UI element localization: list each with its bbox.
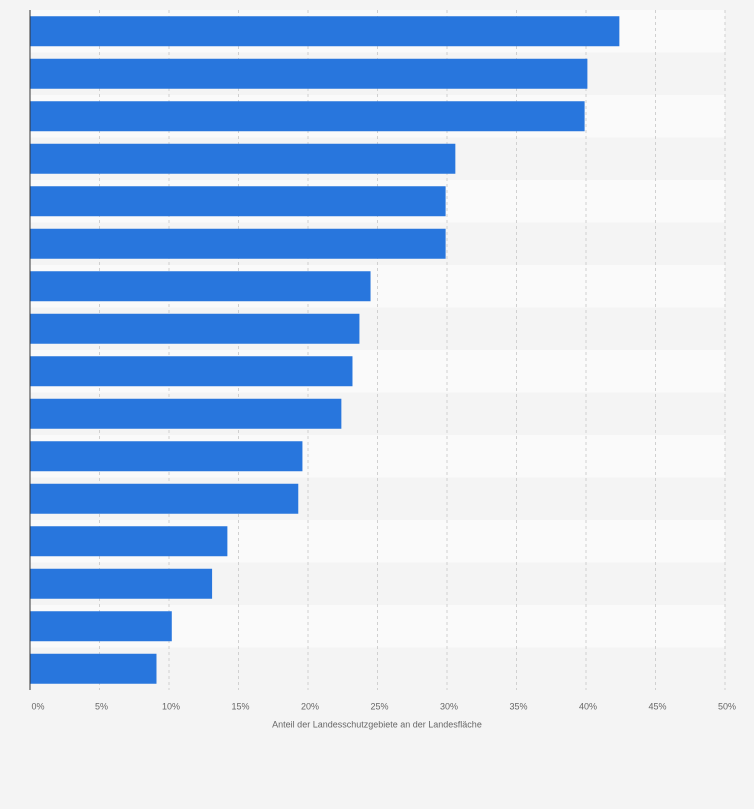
x-axis-label: Anteil der Landesschutzgebiete an der La…	[272, 719, 482, 729]
x-tick-label: 35%	[509, 701, 527, 711]
bar	[30, 101, 585, 132]
x-tick-label: 10%	[162, 701, 180, 711]
bar	[30, 313, 360, 344]
bar	[30, 611, 172, 642]
bar	[30, 568, 213, 599]
bar	[30, 58, 588, 89]
x-tick-label: 45%	[648, 701, 666, 711]
x-tick-label: 5%	[95, 701, 108, 711]
x-tick-label: 30%	[440, 701, 458, 711]
bar	[30, 441, 303, 472]
bar	[30, 228, 446, 259]
bar	[30, 526, 228, 557]
bar	[30, 483, 299, 514]
bar	[30, 653, 157, 684]
bar	[30, 356, 353, 387]
x-tick-label: 25%	[370, 701, 388, 711]
x-tick-label: 50%	[718, 701, 736, 711]
bar	[30, 271, 371, 302]
x-tick-label: 20%	[301, 701, 319, 711]
x-tick-label: 15%	[231, 701, 249, 711]
bar	[30, 398, 342, 429]
bar	[30, 186, 446, 217]
x-tick-label: 0%	[31, 701, 44, 711]
bar	[30, 143, 456, 174]
bar	[30, 16, 620, 47]
x-tick-label: 40%	[579, 701, 597, 711]
